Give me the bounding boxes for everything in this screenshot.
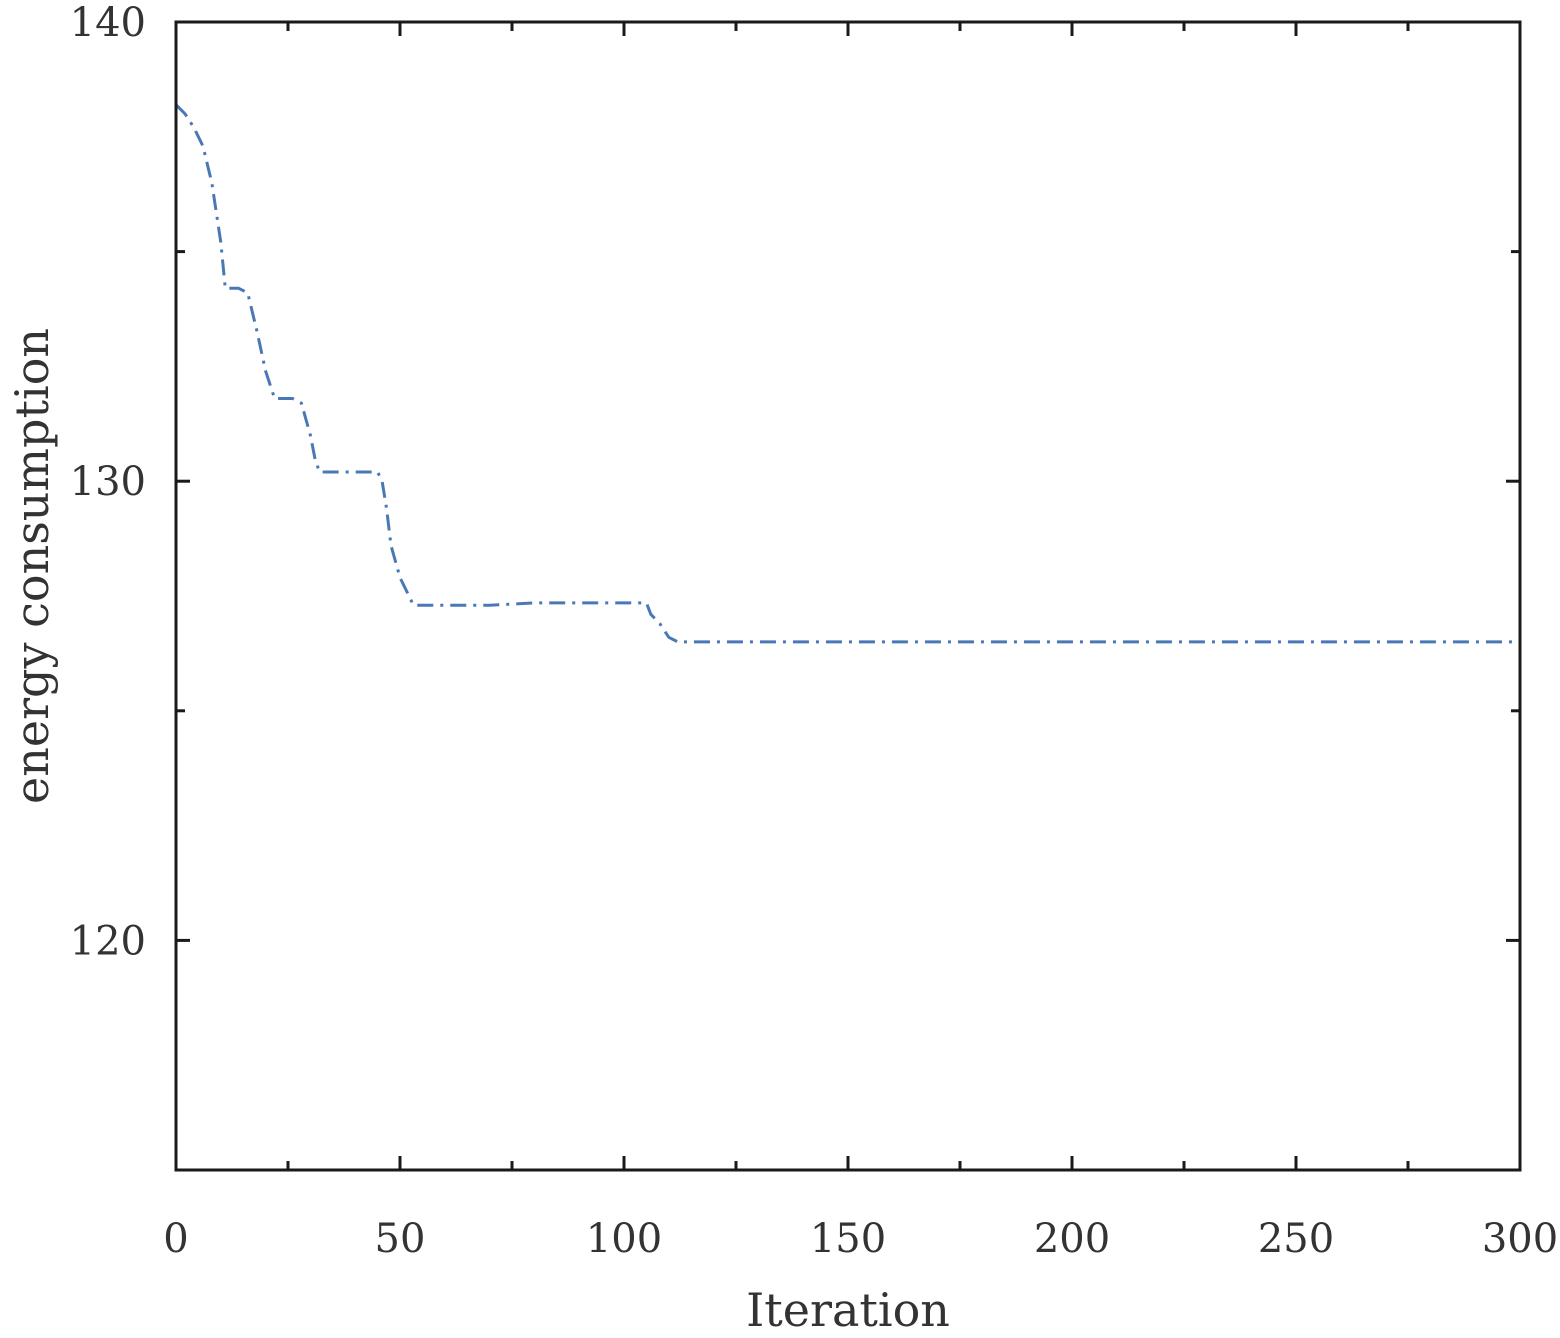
x-tick-label: 0 <box>163 1216 188 1262</box>
x-axis-label: Iteration <box>746 1283 950 1337</box>
x-tick-label: 100 <box>586 1216 662 1262</box>
series-layer <box>174 103 1520 644</box>
y-tick-label: 130 <box>70 459 146 505</box>
x-tick-label: 150 <box>810 1216 886 1262</box>
y-tick-label: 140 <box>70 0 146 46</box>
x-tick-label: 200 <box>1034 1216 1110 1262</box>
y-axis-label: energy consumption <box>5 328 59 804</box>
x-tick-label: 250 <box>1258 1216 1334 1262</box>
x-tick-label: 50 <box>375 1216 426 1262</box>
tick-labels: 0 50 100 150 200 250 300 120 130 140 <box>70 0 1559 1262</box>
y-tick-label: 120 <box>70 918 146 964</box>
series-line <box>174 103 1520 644</box>
x-tick-label: 300 <box>1482 1216 1558 1262</box>
plot-frame <box>174 20 1522 1172</box>
